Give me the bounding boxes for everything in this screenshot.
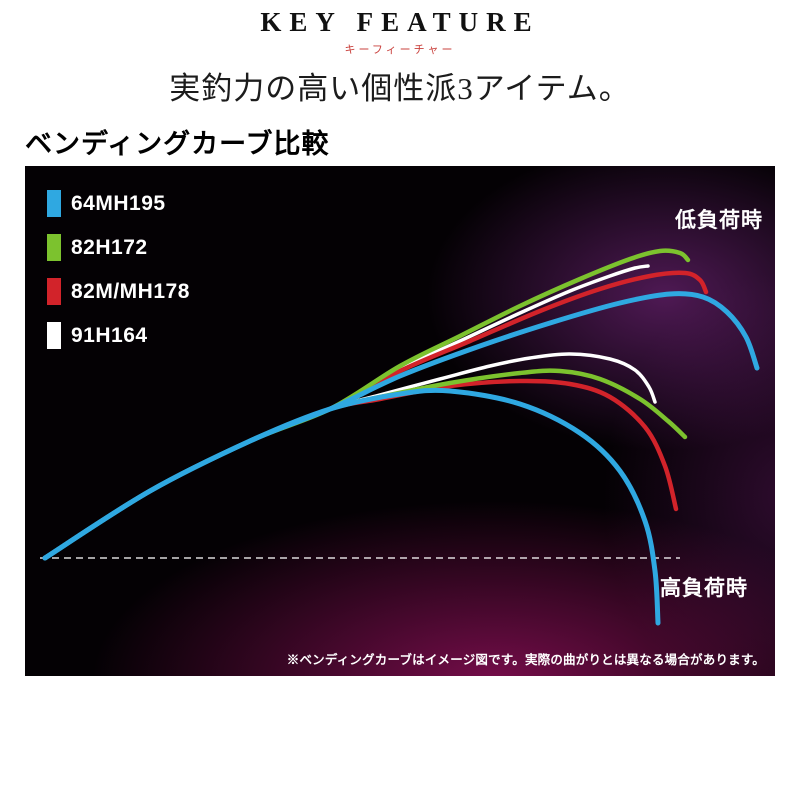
legend-swatch <box>47 322 61 349</box>
legend-label: 91H164 <box>71 323 148 347</box>
tagline: 実釣力の高い個性派3アイテム。 <box>169 71 631 106</box>
legend-item-64MH195: 64MH195 <box>47 190 190 217</box>
high-load-annotation: 高負荷時 <box>660 577 748 600</box>
legend-swatch <box>47 190 61 217</box>
legend-label: 82M/MH178 <box>71 279 190 303</box>
page-subtitle: キーフィーチャー <box>344 44 456 56</box>
curve-82M-MH178-high-load <box>42 378 679 561</box>
curve-64MH195-high-load <box>42 387 661 626</box>
legend-item-82H172: 82H172 <box>47 234 190 261</box>
page-title: KEY FEATURE <box>260 7 540 37</box>
legend-label: 82H172 <box>71 235 148 259</box>
legend-item-82M-MH178: 82M/MH178 <box>47 278 190 305</box>
legend: 64MH195 82H172 82M/MH178 91H164 <box>47 190 190 366</box>
chart-caption: ※ベンディングカーブはイメージ図です。実際の曲がりとは異なる場合があります。 <box>286 653 765 667</box>
legend-label: 64MH195 <box>71 191 166 215</box>
section-heading: ベンディングカーブ比較 <box>25 129 330 159</box>
legend-item-91H164: 91H164 <box>47 322 190 349</box>
legend-swatch <box>47 278 61 305</box>
legend-swatch <box>47 234 61 261</box>
bending-curve-chart-panel: 64MH195 82H172 82M/MH178 91H164 低負荷時 高負荷時 ※… <box>25 166 775 676</box>
low-load-annotation: 低負荷時 <box>675 209 763 232</box>
bending-curves-svg <box>40 248 760 626</box>
